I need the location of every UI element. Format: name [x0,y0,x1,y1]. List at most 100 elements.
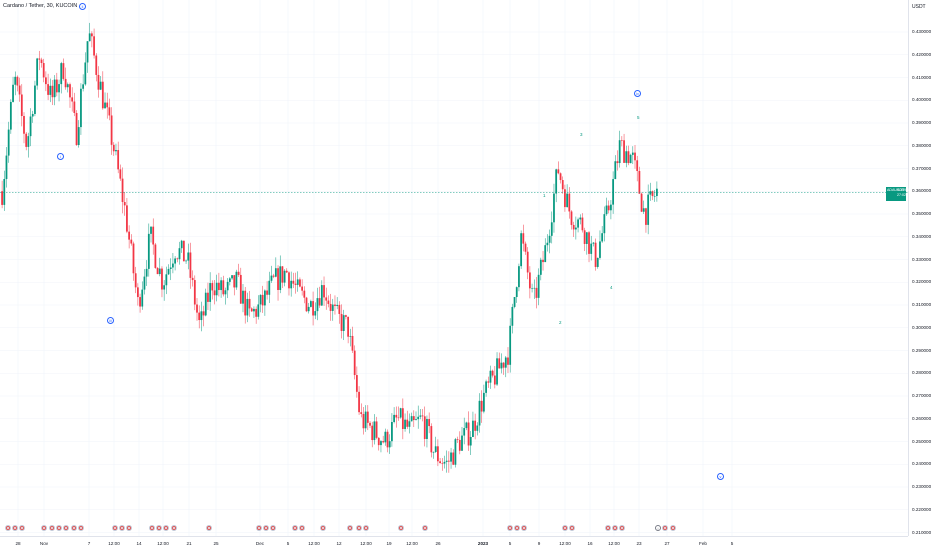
event-flag-icon[interactable] [12,525,18,531]
wave-number-3[interactable]: 3 [580,132,583,137]
candle-body [71,97,74,102]
price-tick-label: 0.360000 [912,188,932,194]
candle-body [20,94,23,117]
candle-body [270,275,273,281]
event-flag-icon[interactable] [521,525,527,531]
candle-body [373,421,376,441]
wave-number-4[interactable]: 4 [610,285,613,290]
wave-label-v[interactable]: v [717,473,724,480]
event-flag-icon[interactable] [270,525,276,531]
candle-body [522,233,525,244]
candle-body [493,375,496,385]
candle-body [283,270,286,283]
price-tick-label: 0.240000 [912,461,932,467]
price-chart[interactable] [0,0,908,536]
candle-body [196,304,198,313]
wave-number-2[interactable]: 2 [559,320,562,325]
candle-body [325,297,328,301]
event-flag-icon[interactable] [356,525,362,531]
candle-body [557,169,560,174]
event-flag-icon[interactable] [71,525,77,531]
candle-body [651,191,654,197]
symbol-title[interactable]: Cardano / Tether, 30, KUCOIN [3,3,78,9]
candle-body [349,335,352,337]
event-flag-icon[interactable] [63,525,69,531]
candle-body [266,290,268,295]
event-flag-icon[interactable] [156,525,162,531]
event-flag-icon[interactable] [56,525,62,531]
event-flag-icon[interactable] [163,525,169,531]
event-flag-icon[interactable] [320,525,326,531]
event-flag-icon[interactable] [662,525,668,531]
candle-body [272,275,275,277]
candle-body [143,276,146,290]
wave-label-iv[interactable]: iv [634,90,641,97]
candle-body [485,381,487,393]
price-axis[interactable] [908,0,932,536]
event-flag-icon[interactable] [41,525,47,531]
event-flag-icon[interactable] [263,525,269,531]
event-flag-icon[interactable] [299,525,305,531]
event-flag-icon[interactable] [514,525,520,531]
candle-body [309,301,312,307]
candle-body [237,271,240,275]
event-flag-icon[interactable] [398,525,404,531]
event-flag-icon[interactable] [569,525,575,531]
event-flag-icon[interactable] [256,525,262,531]
candle-body [218,282,220,291]
time-axis[interactable] [0,536,908,551]
event-flag-icon[interactable] [149,525,155,531]
time-tick-label: 7 [87,541,91,546]
time-tick-label: 25 [213,541,219,546]
event-flag-icon[interactable] [78,525,84,531]
wave-label-iii[interactable]: iii [107,317,114,324]
candle-body [55,79,58,93]
event-flag-icon[interactable] [347,525,353,531]
wave-label-ii[interactable]: ii [79,3,86,10]
event-flag-icon[interactable] [19,525,25,531]
candle-body [154,244,157,268]
candle-body [347,316,350,337]
event-flag-icon[interactable] [507,525,513,531]
candle-body [246,298,249,316]
event-flag-icon[interactable] [206,525,212,531]
event-flag-icon[interactable] [612,525,618,531]
wave-label-i[interactable]: i [57,153,64,160]
event-flag-icon[interactable] [619,525,625,531]
event-flag-icon[interactable] [126,525,132,531]
event-flag-icon[interactable] [119,525,125,531]
candle-body [49,85,52,95]
event-flag-icon[interactable] [171,525,177,531]
event-flag-icon[interactable] [112,525,118,531]
candle-body [386,431,389,448]
candle-body [528,272,531,289]
candle-body [467,422,470,446]
candle-body [489,370,492,383]
candle-body [101,81,104,109]
chart-area[interactable] [0,0,908,536]
event-flag-icon[interactable] [562,525,568,531]
candle-body [244,290,247,316]
candle-body [301,286,304,291]
event-marker-i[interactable]: i [655,525,661,531]
wave-number-5[interactable]: 5 [637,115,640,120]
wave-number-1[interactable]: 1 [543,193,546,198]
event-flag-icon[interactable] [363,525,369,531]
price-tick-label: 0.330000 [912,256,932,262]
candle-body [42,63,45,78]
candle-body [599,241,601,258]
event-flag-icon[interactable] [605,525,611,531]
event-flag-icon[interactable] [292,525,298,531]
candle-body [169,267,172,269]
time-tick-label: 12:00 [406,541,418,546]
event-flag-icon[interactable] [5,525,11,531]
event-flag-icon[interactable] [670,525,676,531]
candle-body [656,188,658,197]
candle-body [478,400,481,426]
candle-body [23,116,25,134]
candle-body [542,259,544,263]
candle-body [496,358,498,385]
candle-body [180,240,183,249]
event-flag-icon[interactable] [422,525,428,531]
event-flag-icon[interactable] [49,525,55,531]
